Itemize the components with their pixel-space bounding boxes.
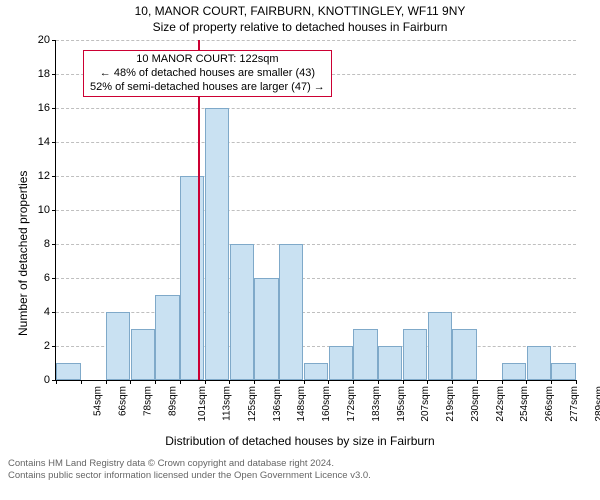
x-tick-label: 125sqm bbox=[247, 386, 258, 422]
x-tick-label: 89sqm bbox=[167, 386, 178, 416]
x-tick-mark bbox=[353, 380, 354, 384]
histogram-bar bbox=[378, 346, 402, 380]
x-tick-label: 254sqm bbox=[519, 386, 530, 422]
x-tick-mark bbox=[229, 380, 230, 384]
x-tick-label: 277sqm bbox=[569, 386, 580, 422]
x-tick-mark bbox=[551, 380, 552, 384]
gridline bbox=[56, 210, 576, 211]
histogram-bar bbox=[452, 329, 476, 380]
gridline bbox=[56, 312, 576, 313]
histogram-bar bbox=[527, 346, 551, 380]
x-tick-label: 195sqm bbox=[396, 386, 407, 422]
x-tick-label: 78sqm bbox=[142, 386, 153, 416]
x-tick-label: 148sqm bbox=[297, 386, 308, 422]
y-tick-label: 10 bbox=[38, 204, 50, 216]
x-axis-label: Distribution of detached houses by size … bbox=[0, 434, 600, 448]
histogram-bar bbox=[329, 346, 353, 380]
y-tick-label: 12 bbox=[38, 170, 50, 182]
x-tick-mark bbox=[130, 380, 131, 384]
histogram-bar bbox=[205, 108, 229, 380]
gridline bbox=[56, 40, 576, 41]
x-tick-label: 160sqm bbox=[321, 386, 332, 422]
x-tick-label: 66sqm bbox=[118, 386, 129, 416]
chart-subtitle: Size of property relative to detached ho… bbox=[0, 20, 600, 34]
histogram-bar bbox=[502, 363, 526, 380]
x-tick-mark bbox=[205, 380, 206, 384]
x-tick-mark bbox=[180, 380, 181, 384]
y-tick-label: 16 bbox=[38, 102, 50, 114]
histogram-bar bbox=[56, 363, 80, 380]
histogram-bar bbox=[304, 363, 328, 380]
gridline bbox=[56, 142, 576, 143]
y-tick-label: 18 bbox=[38, 68, 50, 80]
x-tick-label: 219sqm bbox=[445, 386, 456, 422]
x-tick-mark bbox=[576, 380, 577, 384]
x-tick-label: 54sqm bbox=[93, 386, 104, 416]
x-tick-mark bbox=[81, 380, 82, 384]
histogram-bar bbox=[230, 244, 254, 380]
x-tick-label: 266sqm bbox=[544, 386, 555, 422]
y-tick-label: 0 bbox=[44, 374, 50, 386]
x-tick-label: 207sqm bbox=[420, 386, 431, 422]
x-tick-label: 242sqm bbox=[495, 386, 506, 422]
x-tick-mark bbox=[378, 380, 379, 384]
x-tick-mark bbox=[427, 380, 428, 384]
histogram-bar bbox=[403, 329, 427, 380]
footnote-line-2: Contains public sector information licen… bbox=[8, 470, 592, 482]
footnote-line-1: Contains HM Land Registry data © Crown c… bbox=[8, 458, 592, 470]
chart-container: 10, MANOR COURT, FAIRBURN, KNOTTINGLEY, … bbox=[0, 0, 600, 500]
x-tick-label: 183sqm bbox=[371, 386, 382, 422]
x-tick-mark bbox=[403, 380, 404, 384]
gridline bbox=[56, 176, 576, 177]
histogram-bar bbox=[254, 278, 278, 380]
x-tick-mark bbox=[254, 380, 255, 384]
x-tick-mark bbox=[304, 380, 305, 384]
histogram-bar bbox=[131, 329, 155, 380]
callout-line-1: 10 MANOR COURT: 122sqm bbox=[90, 53, 325, 67]
x-tick-mark bbox=[526, 380, 527, 384]
histogram-bar bbox=[551, 363, 575, 380]
gridline bbox=[56, 278, 576, 279]
histogram-bar bbox=[428, 312, 452, 380]
footnote: Contains HM Land Registry data © Crown c… bbox=[8, 458, 592, 482]
x-tick-label: 101sqm bbox=[198, 386, 209, 422]
y-tick-label: 20 bbox=[38, 34, 50, 46]
y-tick-label: 6 bbox=[44, 272, 50, 284]
callout-line-2: ← 48% of detached houses are smaller (43… bbox=[90, 67, 325, 81]
x-tick-mark bbox=[502, 380, 503, 384]
y-tick-label: 14 bbox=[38, 136, 50, 148]
x-tick-mark bbox=[452, 380, 453, 384]
x-tick-mark bbox=[106, 380, 107, 384]
x-tick-label: 230sqm bbox=[470, 386, 481, 422]
y-tick-label: 8 bbox=[44, 238, 50, 250]
histogram-bar bbox=[279, 244, 303, 380]
x-tick-mark bbox=[56, 380, 57, 384]
x-tick-label: 289sqm bbox=[594, 386, 600, 422]
histogram-bar bbox=[155, 295, 179, 380]
y-axis-label: Number of detached properties bbox=[16, 170, 30, 335]
x-tick-label: 172sqm bbox=[346, 386, 357, 422]
y-tick-label: 2 bbox=[44, 340, 50, 352]
x-tick-mark bbox=[155, 380, 156, 384]
chart-title: 10, MANOR COURT, FAIRBURN, KNOTTINGLEY, … bbox=[0, 4, 600, 18]
histogram-bar bbox=[106, 312, 130, 380]
x-tick-mark bbox=[279, 380, 280, 384]
x-tick-mark bbox=[328, 380, 329, 384]
x-tick-label: 113sqm bbox=[222, 386, 233, 421]
x-tick-label: 136sqm bbox=[272, 386, 283, 422]
histogram-bar bbox=[180, 176, 204, 380]
x-tick-mark bbox=[477, 380, 478, 384]
callout-line-3: 52% of semi-detached houses are larger (… bbox=[90, 81, 325, 95]
y-tick-label: 4 bbox=[44, 306, 50, 318]
histogram-bar bbox=[353, 329, 377, 380]
property-callout-box: 10 MANOR COURT: 122sqm ← 48% of detached… bbox=[83, 50, 332, 97]
gridline bbox=[56, 244, 576, 245]
gridline bbox=[56, 108, 576, 109]
